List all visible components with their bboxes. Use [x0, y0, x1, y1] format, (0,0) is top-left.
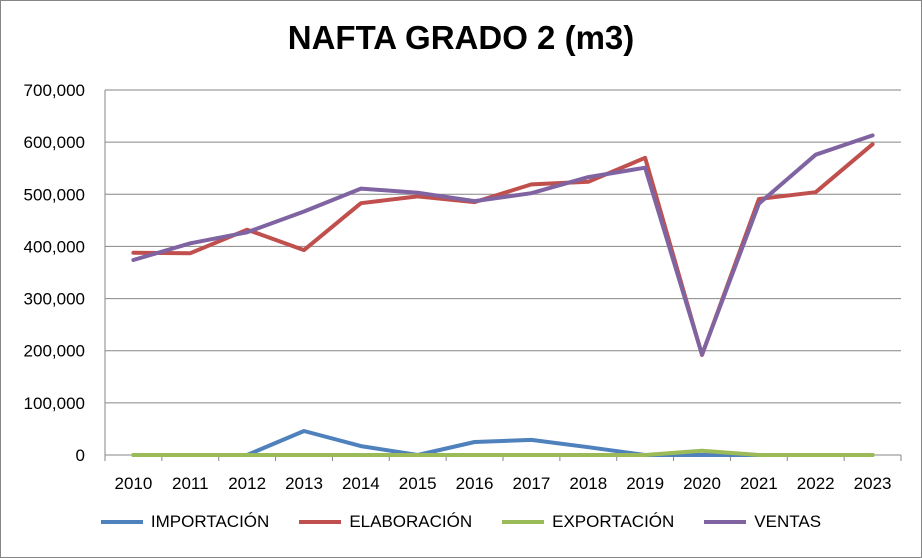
x-tick-label: 2020 [683, 474, 721, 493]
x-tick-label: 2017 [513, 474, 551, 493]
legend-item: IMPORTACIÓN [100, 512, 270, 532]
y-tick-label: 0 [76, 446, 85, 465]
series-line-ventas [131, 133, 875, 357]
legend-item: EXPORTACIÓN [502, 512, 674, 532]
chart-title: NAFTA GRADO 2 (m3) [287, 19, 635, 56]
x-tick-label: 2012 [228, 474, 266, 493]
series-line-elaboración [131, 142, 875, 357]
x-tick-label: 2010 [115, 474, 153, 493]
chart-legend: IMPORTACIÓN ELABORACIÓN EXPORTACIÓN VENTAS [1, 512, 921, 532]
y-tick-label: 100,000 [24, 394, 85, 413]
y-tick-label: 700,000 [24, 81, 85, 100]
y-tick-label: 300,000 [24, 290, 85, 309]
legend-label: IMPORTACIÓN [150, 512, 270, 531]
x-tick-label: 2016 [456, 474, 494, 493]
legend-swatch [502, 520, 545, 524]
x-tick-label: 2013 [285, 474, 323, 493]
x-tick-label: 2018 [569, 474, 607, 493]
series-line-importación [131, 429, 875, 457]
legend-item: ELABORACIÓN [299, 512, 472, 532]
y-tick-label: 200,000 [24, 342, 85, 361]
legend-swatch [100, 520, 143, 524]
x-tick-label: 2014 [342, 474, 380, 493]
legend-swatch [299, 520, 342, 524]
x-tick-label: 2021 [740, 474, 778, 493]
legend-label: ELABORACIÓN [349, 512, 473, 531]
legend-item: VENTAS [704, 512, 821, 532]
y-tick-label: 500,000 [24, 185, 85, 204]
legend-label: EXPORTACIÓN [552, 512, 675, 531]
legend-label: VENTAS [754, 512, 822, 531]
x-tick-label: 2015 [399, 474, 437, 493]
legend-swatch [704, 520, 747, 524]
x-tick-label: 2019 [626, 474, 664, 493]
x-tick-label: 2022 [797, 474, 835, 493]
y-tick-label: 600,000 [24, 133, 85, 152]
x-tick-label: 2011 [172, 474, 209, 493]
series-line-exportación [131, 448, 875, 457]
x-tick-label: 2023 [854, 474, 892, 493]
y-tick-label: 400,000 [24, 237, 85, 256]
